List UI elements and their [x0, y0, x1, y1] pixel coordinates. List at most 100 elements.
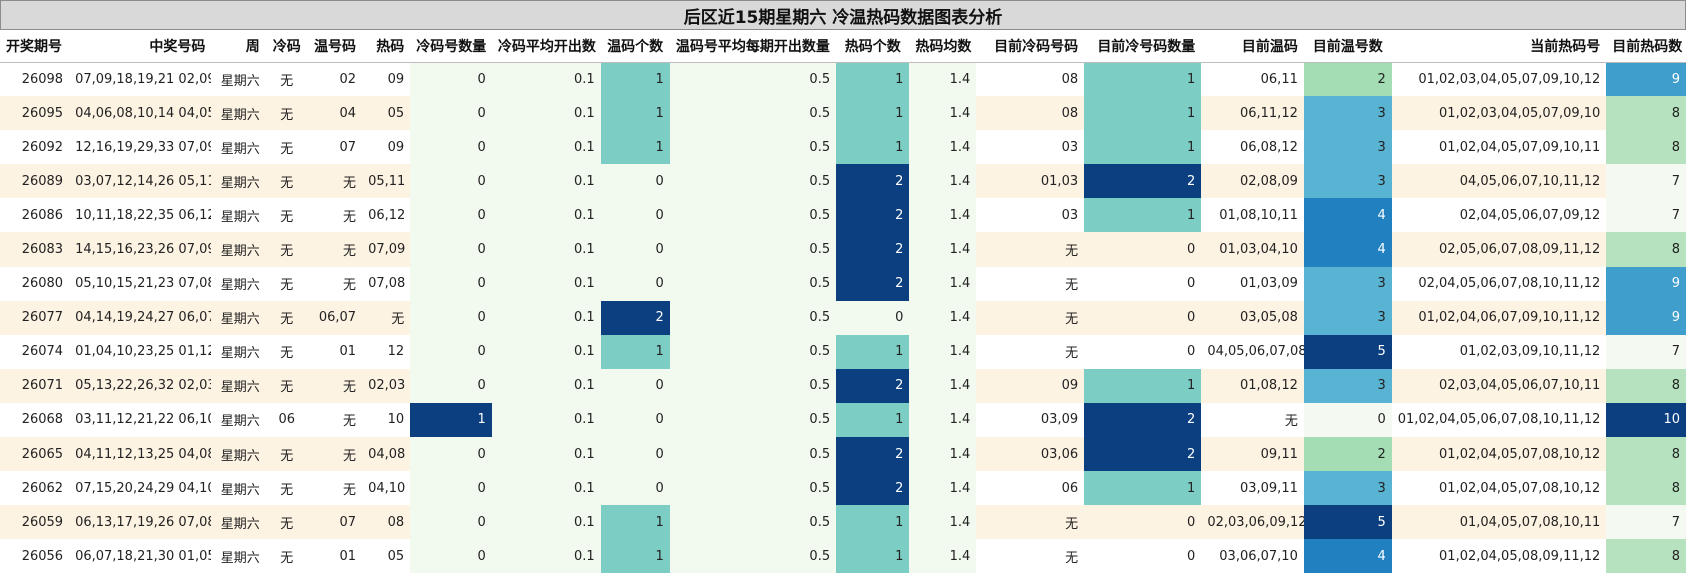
- table-cell: 无: [976, 300, 1085, 335]
- column-header: 目前温号数: [1303, 30, 1392, 63]
- table-cell: 1.4: [909, 198, 977, 233]
- table-cell: 2: [836, 437, 910, 472]
- table-cell: 8: [1606, 539, 1686, 574]
- table-cell: 星期六: [211, 130, 266, 165]
- table-cell: 26074: [0, 334, 70, 369]
- table-cell: 2: [1303, 62, 1392, 97]
- table-cell: 无: [307, 471, 363, 506]
- table-cell: 2: [600, 300, 670, 335]
- table-cell: 0.1: [491, 300, 601, 335]
- table-cell: 1: [1084, 62, 1202, 97]
- table-cell: 1.4: [909, 539, 977, 574]
- table-cell: 0: [1303, 402, 1392, 438]
- table-cell: 03: [976, 198, 1085, 233]
- table-cell: 26059: [0, 505, 70, 540]
- table-cell: 3: [1303, 300, 1392, 335]
- table-cell: 7: [1606, 164, 1686, 199]
- table-cell: 01,02,04,05,06,07,08,10,11,12: [1391, 402, 1607, 438]
- table-cell: 06,11,12: [1201, 96, 1304, 131]
- table-cell: 26071: [0, 368, 70, 403]
- table-cell: 01,08,10,11: [1201, 198, 1304, 233]
- table-cell: 5: [1303, 505, 1392, 540]
- table-cell: 06: [265, 402, 308, 438]
- table-cell: 06,12: [362, 198, 411, 233]
- table-cell: 0.1: [491, 471, 601, 506]
- table-cell: 04,05,06,07,08: [1201, 334, 1304, 369]
- table-cell: 7: [1606, 505, 1686, 540]
- table-cell: 1: [836, 96, 910, 131]
- table-cell: 无: [265, 334, 308, 369]
- table-cell: 0: [410, 62, 492, 97]
- table-cell: 2: [1084, 402, 1202, 438]
- table-cell: 1.4: [909, 437, 977, 472]
- table-cell: 26065: [0, 437, 70, 472]
- table-cell: 0.1: [491, 96, 601, 131]
- table-cell: 08: [976, 96, 1085, 131]
- table-cell: 0: [600, 266, 670, 301]
- table-cell: 无: [1201, 402, 1304, 438]
- table-row: 26056 06,07,18,21,30 01,05 星期六无 01 05 0 0.1 1 0.…: [0, 539, 1686, 574]
- table-cell: 0: [410, 232, 492, 267]
- table-cell: 01,02,04,05,08,09,11,12: [1391, 539, 1607, 574]
- table-cell: 无: [265, 437, 308, 472]
- table-cell: 09,11: [1201, 437, 1304, 472]
- table-cell: 9: [1606, 300, 1686, 335]
- table-cell: 无: [976, 232, 1085, 267]
- table-cell: 0: [600, 232, 670, 267]
- table-cell: 无: [265, 539, 308, 574]
- table-row: 26071 05,13,22,26,32 02,03 星期六无无 02,03 0 0.1 0…: [0, 368, 1686, 403]
- table-cell: 7: [1606, 198, 1686, 233]
- table-cell: 0: [600, 198, 670, 233]
- table-cell: 0: [1084, 266, 1202, 301]
- table-cell: 1.4: [909, 471, 977, 506]
- table-cell: 26083: [0, 232, 70, 267]
- table-cell: 09: [362, 130, 411, 165]
- table-cell: 06,11: [1201, 62, 1304, 97]
- table-row: 26086 10,11,18,22,35 06,12 星期六无无 06,12 0 0.1 0…: [0, 198, 1686, 233]
- table-cell: 星期六: [211, 266, 266, 301]
- table-cell: 无: [265, 300, 308, 335]
- table-row: 26077 04,14,19,24,27 06,07 星期六无 06,07 无 0 0.1 2…: [0, 300, 1686, 335]
- table-cell: 06,07: [307, 300, 363, 335]
- table-cell: 01,08,12: [1201, 368, 1304, 403]
- table-cell: 26077: [0, 300, 70, 335]
- column-header: 目前冷码号码: [976, 30, 1085, 63]
- table-cell: 0.5: [669, 368, 837, 403]
- column-header: 中奖号码: [69, 30, 212, 63]
- column-header: 目前热码数: [1606, 30, 1686, 63]
- column-header: 开奖期号: [0, 30, 70, 63]
- column-header: 温码个数: [600, 30, 670, 63]
- table-cell: 06,07,18,21,30 01,05: [69, 539, 212, 574]
- table-cell: 0: [600, 164, 670, 199]
- table-cell: 0.1: [491, 164, 601, 199]
- table-cell: 01,04,05,07,08,10,11: [1391, 505, 1607, 540]
- table-cell: 05,11: [362, 164, 411, 199]
- table-cell: 02: [307, 62, 363, 97]
- table-cell: 02,04,05,06,07,09,12: [1391, 198, 1607, 233]
- table-cell: 无: [307, 266, 363, 301]
- table-cell: 0.5: [669, 505, 837, 540]
- table-cell: 8: [1606, 232, 1686, 267]
- table-cell: 01,04,10,23,25 01,12: [69, 334, 212, 369]
- table-cell: 3: [1303, 130, 1392, 165]
- table-cell: 12: [362, 334, 411, 369]
- table-cell: 无: [265, 198, 308, 233]
- table-cell: 26092: [0, 130, 70, 165]
- table-cell: 03: [976, 130, 1085, 165]
- table-cell: 05: [362, 539, 411, 574]
- table-cell: 星期六: [211, 437, 266, 472]
- table-cell: 05,13,22,26,32 02,03: [69, 368, 212, 403]
- table-cell: 0: [600, 471, 670, 506]
- table-cell: 01,03,09: [1201, 266, 1304, 301]
- table-cell: 03,11,12,21,22 06,10: [69, 402, 212, 438]
- table-cell: 2: [836, 368, 910, 403]
- table-cell: 9: [1606, 62, 1686, 97]
- table-cell: 无: [307, 232, 363, 267]
- table-cell: 0.1: [491, 266, 601, 301]
- table-cell: 04,10: [362, 471, 411, 506]
- table-cell: 0: [410, 437, 492, 472]
- table-cell: 0.5: [669, 96, 837, 131]
- table-cell: 1: [1084, 130, 1202, 165]
- table-cell: 0.5: [669, 471, 837, 506]
